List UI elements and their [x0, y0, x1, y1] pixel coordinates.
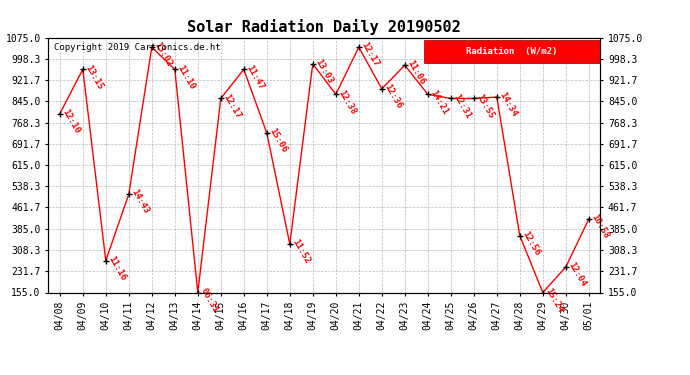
Point	[445, 96, 456, 102]
Text: 06:31: 06:31	[199, 286, 220, 314]
Text: 11:47: 11:47	[245, 63, 266, 91]
Point	[262, 130, 273, 136]
Text: 14:34: 14:34	[498, 91, 519, 118]
Text: 12:17: 12:17	[222, 92, 243, 120]
Text: 10:58: 10:58	[590, 213, 611, 240]
Point	[307, 61, 318, 67]
Text: 13:55: 13:55	[475, 92, 496, 120]
Text: 13:15: 13:15	[84, 63, 105, 91]
Point	[284, 241, 295, 247]
Text: 12:31: 12:31	[452, 92, 473, 120]
Point	[560, 264, 571, 270]
Point	[331, 92, 342, 98]
Text: 12:56: 12:56	[521, 230, 542, 257]
Point	[353, 44, 364, 50]
Point	[376, 86, 387, 92]
Text: 15:06: 15:06	[268, 127, 289, 154]
Point	[100, 258, 111, 264]
Text: Radiation  (W/m2): Radiation (W/m2)	[466, 47, 558, 56]
Point	[77, 66, 88, 72]
Point	[400, 62, 411, 68]
Text: 14:43: 14:43	[130, 188, 151, 216]
Text: 12:17: 12:17	[360, 41, 381, 69]
Text: 11:06: 11:06	[406, 59, 427, 87]
Point	[146, 44, 157, 50]
Point	[583, 216, 594, 222]
Point	[514, 232, 525, 238]
Point	[169, 66, 180, 72]
Text: 12:10: 12:10	[61, 108, 82, 135]
Text: Copyright 2019 Cartronics.de.ht: Copyright 2019 Cartronics.de.ht	[54, 43, 220, 52]
Point	[55, 111, 66, 117]
Point	[124, 191, 135, 197]
Text: 12:04: 12:04	[567, 261, 588, 288]
Point	[215, 96, 226, 102]
Text: 12:36: 12:36	[383, 82, 404, 110]
Text: 12:38: 12:38	[337, 88, 358, 116]
Text: 11:16: 11:16	[107, 254, 128, 282]
Point	[538, 290, 549, 296]
Point	[238, 66, 249, 72]
Text: 14:21: 14:21	[429, 88, 450, 116]
Point	[193, 290, 204, 296]
Point	[491, 94, 502, 100]
Title: Solar Radiation Daily 20190502: Solar Radiation Daily 20190502	[188, 19, 461, 35]
Text: 15:24: 15:24	[544, 286, 565, 314]
Text: 11:52: 11:52	[291, 238, 312, 266]
Text: 13:03: 13:03	[314, 57, 335, 86]
Point	[469, 96, 480, 102]
FancyBboxPatch shape	[424, 40, 600, 63]
Text: 13:02: 13:02	[153, 41, 174, 69]
Point	[422, 92, 433, 98]
Text: 11:10: 11:10	[176, 63, 197, 91]
